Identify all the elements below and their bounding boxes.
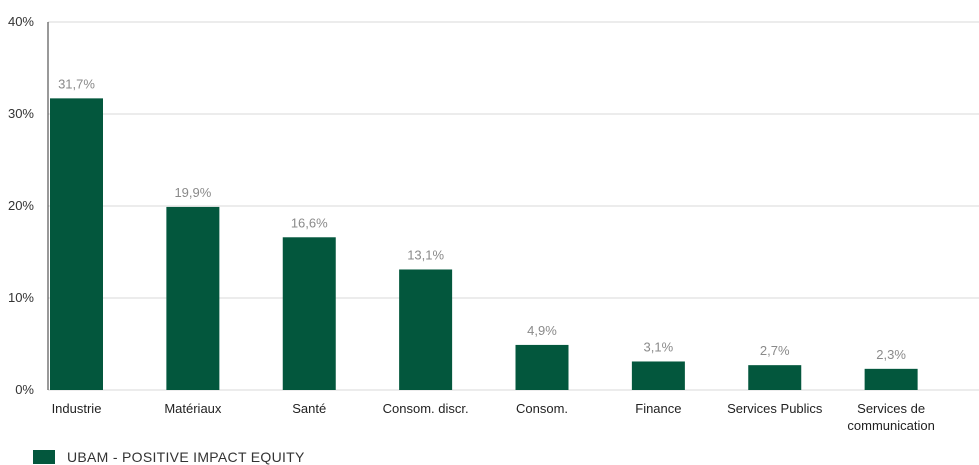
value-label: 2,3% xyxy=(876,347,906,362)
value-label: 3,1% xyxy=(644,339,674,354)
category-label: Services Publics xyxy=(727,401,823,416)
value-label: 19,9% xyxy=(174,185,211,200)
value-label: 16,6% xyxy=(291,215,328,230)
category-label: Matériaux xyxy=(164,401,222,416)
value-label: 31,7% xyxy=(58,76,95,91)
bar-chart: 0%10%20%30%40% 31,7%19,9%16,6%13,1%4,9%3… xyxy=(8,14,979,433)
category-label: Consom. xyxy=(516,401,568,416)
y-axis-tick-labels: 0% 10% 20% 30% 40% xyxy=(8,14,34,397)
value-label: 4,9% xyxy=(527,323,557,338)
category-label: Santé xyxy=(292,401,326,416)
bar xyxy=(515,344,569,390)
legend-swatch xyxy=(33,450,55,464)
category-label: Industrie xyxy=(52,401,102,416)
value-label: 13,1% xyxy=(407,247,444,262)
bars xyxy=(50,98,918,391)
category-label: Services de communication xyxy=(847,401,934,433)
bar xyxy=(631,361,685,390)
bar xyxy=(864,368,918,390)
y-tick-label: 20% xyxy=(8,198,34,213)
bar xyxy=(748,365,802,390)
bar xyxy=(50,98,103,391)
y-tick-label: 40% xyxy=(8,14,34,29)
category-label: Finance xyxy=(635,401,681,416)
bar xyxy=(166,206,220,390)
value-labels: 31,7% 19,9% 16,6% 13,1% 4,9% 3,1% 2,7% 2,3% xyxy=(58,76,906,361)
legend-label: UBAM - POSITIVE IMPACT EQUITY xyxy=(67,449,305,465)
y-tick-label: 10% xyxy=(8,290,34,305)
y-tick-label: 30% xyxy=(8,106,34,121)
bar xyxy=(399,269,453,390)
value-label: 2,7% xyxy=(760,343,790,358)
category-labels: Industrie Matériaux Santé Consom. discr. Con… xyxy=(52,401,935,433)
legend: UBAM - POSITIVE IMPACT EQUITY xyxy=(33,449,305,465)
bar xyxy=(282,237,336,390)
y-tick-label: 0% xyxy=(15,382,34,397)
category-label: Consom. discr. xyxy=(383,401,469,416)
